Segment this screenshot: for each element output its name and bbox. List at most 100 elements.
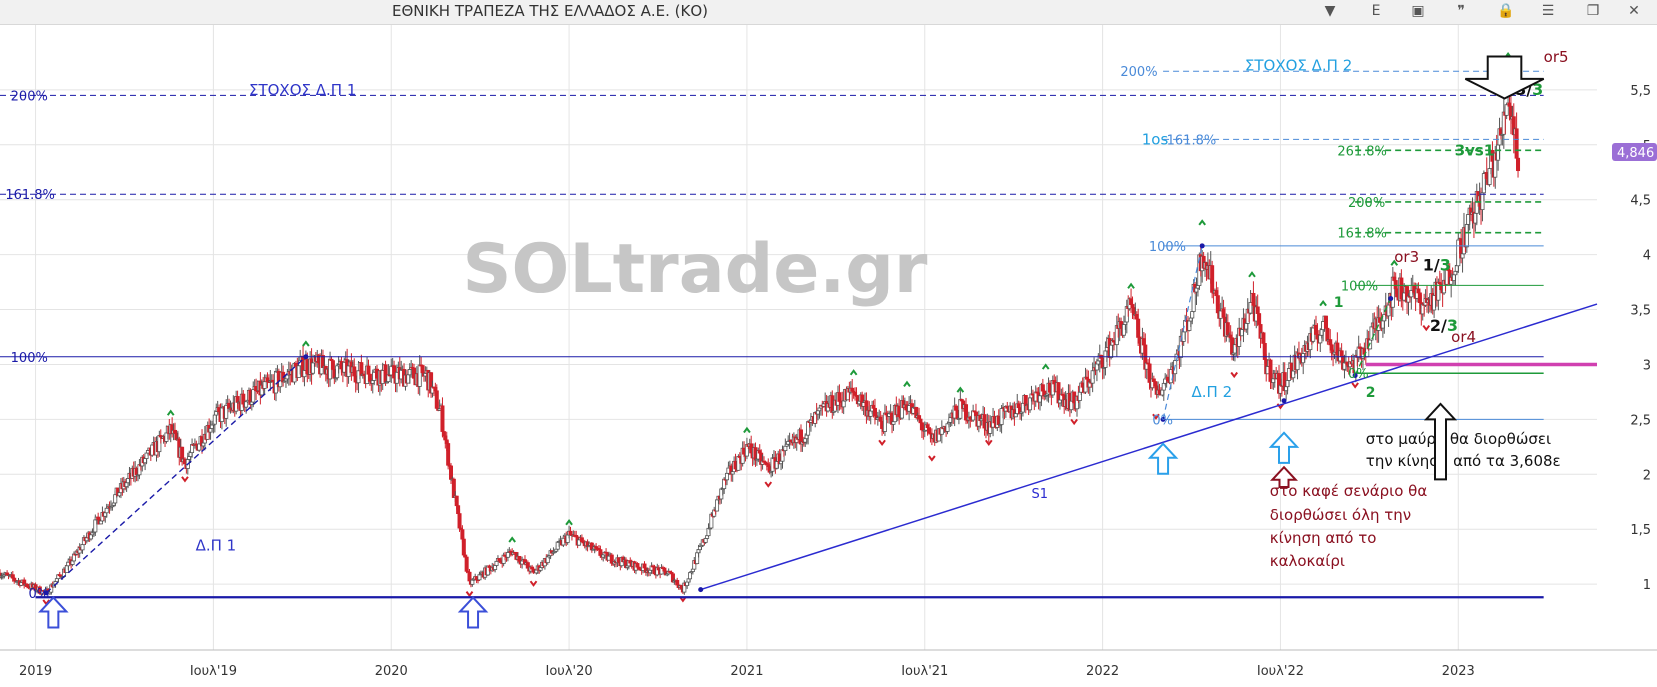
close-icon[interactable]: ✕: [1628, 3, 1640, 19]
annotation-text: ΣΤΟΧΟΣ Δ.Π 2: [1245, 57, 1352, 75]
fraction-denominator: 3: [1440, 256, 1451, 275]
candle-body: [494, 560, 499, 566]
wave-fraction: 1/3: [1423, 256, 1451, 275]
candle-body: [446, 443, 451, 466]
annotation-text: 161.8%: [5, 188, 55, 203]
up-arrow-2020: [457, 596, 489, 629]
last-price-text: 4,846: [1617, 146, 1654, 161]
y-tick-label: 5,5: [1630, 84, 1651, 99]
swing-low-marker: [529, 580, 538, 587]
anchor-point: [1352, 372, 1358, 378]
fraction-numerator: 1/: [1423, 256, 1440, 275]
last-price-badge: 4,846: [1612, 143, 1657, 161]
chart-grid: [0, 24, 1597, 650]
candle-body: [850, 387, 855, 392]
x-tick-label: Ιουλ'21: [901, 664, 948, 679]
trend-dp1: [45, 356, 307, 594]
candle-body: [330, 360, 335, 370]
candle-body: [1255, 306, 1260, 314]
annotation-text: or4: [1451, 328, 1476, 346]
anchor-point: [43, 590, 49, 596]
up-arrow-2022-b: [1268, 431, 1300, 464]
annotation-text: κίνηση από το: [1270, 529, 1377, 547]
swing-low-marker: [764, 481, 773, 488]
x-tick-label: Ιουλ'22: [1257, 664, 1304, 679]
annotation-text: S1: [1031, 487, 1048, 502]
annotation-text: 0%: [1348, 367, 1369, 382]
up-arrow-2022-a: [1147, 442, 1179, 475]
swing-low-marker: [1230, 371, 1239, 379]
y-tick-label: 2: [1643, 468, 1651, 483]
y-tick-label: 3: [1643, 358, 1651, 373]
candle-body: [1210, 265, 1215, 293]
chart-axes: 11,522,533,544,555,52019Ιουλ'192020Ιουλ'…: [0, 84, 1657, 679]
swing-high-marker: [565, 519, 573, 526]
swing-low-marker: [1070, 418, 1078, 426]
candle-body: [1151, 378, 1156, 382]
trend-green: [1354, 298, 1392, 376]
candle-body: [662, 567, 667, 572]
down-arrow-black: [1464, 55, 1545, 100]
window-titlebar: ΕΘΝΙΚΗ ΤΡΑΠΕΖΑ ΤΗΣ ΕΛΛΑΔΟΣ Α.Ε. (ΚΟ) ▼ E ▣…: [0, 0, 1657, 25]
swing-high-marker: [743, 426, 751, 434]
fraction-denominator: 3: [1447, 316, 1458, 335]
annotation-text: 0%: [28, 587, 49, 602]
anchor-point: [1388, 296, 1394, 302]
x-tick-label: 2023: [1442, 664, 1475, 679]
quote-icon[interactable]: ❞: [1457, 3, 1465, 19]
swing-low-marker: [181, 476, 189, 483]
annotation-text: 2: [1366, 385, 1376, 401]
candle-body: [262, 381, 267, 389]
swing-low-marker: [984, 439, 993, 446]
swing-high-marker: [1041, 363, 1050, 370]
swing-low-marker: [1152, 413, 1160, 420]
annotation-text: 3vs1: [1455, 141, 1495, 159]
anchor-point: [1199, 243, 1205, 249]
swing-low-marker: [878, 439, 886, 446]
annotation-text: στο μαύρο θα διορθώσει: [1366, 430, 1551, 448]
window-title: ΕΘΝΙΚΗ ΤΡΑΠΕΖΑ ΤΗΣ ΕΛΛΑΔΟΣ Α.Ε. (ΚΟ): [392, 2, 708, 20]
lock-icon[interactable]: 🔒: [1497, 3, 1515, 19]
e-button[interactable]: E: [1371, 3, 1381, 19]
swing-low-marker: [465, 590, 474, 598]
x-tick-label: Ιουλ'19: [190, 664, 237, 679]
anchor-point: [698, 587, 704, 593]
annotation-text: καλοκαίρι: [1270, 552, 1345, 570]
swing-high-marker: [849, 369, 858, 376]
anchor-point: [303, 354, 309, 360]
annotation-text: 200%: [1120, 65, 1157, 80]
annotation-text: 161.8%: [1337, 227, 1387, 242]
trend-s1: [700, 303, 1598, 591]
candle-body: [104, 507, 109, 514]
swing-low-marker: [1351, 382, 1359, 389]
y-tick-label: 1,5: [1630, 523, 1651, 538]
restore-icon[interactable]: ❐: [1586, 3, 1600, 19]
y-tick-label: 2,5: [1630, 413, 1651, 428]
annotation-text: την κίνηση από τα 3,608ε: [1366, 452, 1561, 470]
chevron-down-icon[interactable]: ▼: [1324, 3, 1336, 19]
y-tick-label: 4,5: [1630, 194, 1651, 209]
up-arrow-black: [1423, 402, 1458, 481]
swing-low-marker: [1422, 324, 1431, 332]
candle-body: [1516, 157, 1521, 172]
x-tick-label: 2021: [730, 664, 763, 679]
candle-body: [477, 574, 482, 581]
up-arrow-2019: [38, 596, 69, 629]
y-tick-label: 3,5: [1630, 304, 1651, 319]
candle-body: [1268, 359, 1273, 382]
x-tick-label: 2019: [19, 664, 52, 679]
panel-icon[interactable]: ▣: [1411, 3, 1425, 19]
x-tick-label: Ιουλ'20: [546, 664, 593, 679]
anchor-point: [1281, 398, 1287, 404]
annotation-text: 1: [1334, 295, 1344, 311]
x-tick-label: 2020: [375, 664, 408, 679]
swing-high-marker: [1198, 219, 1206, 226]
watermark-text: SOLtrade.gr: [463, 230, 928, 309]
annotation-text: Δ.Π 2: [1192, 383, 1233, 401]
y-tick-label: 4: [1643, 249, 1651, 264]
annotation-text: 261.8%: [1337, 144, 1387, 159]
menu-icon[interactable]: ☰: [1541, 3, 1555, 19]
swing-low-marker: [928, 455, 936, 462]
drawing-overlays: [0, 70, 1598, 599]
